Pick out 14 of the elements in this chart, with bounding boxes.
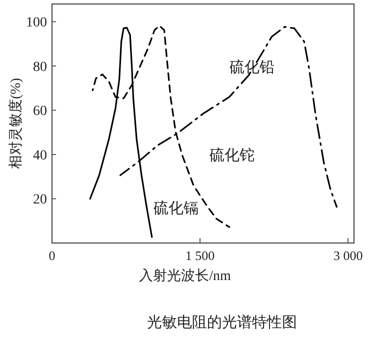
y-tick-label: 20 — [33, 192, 47, 208]
series-label: 硫化铊 — [210, 147, 254, 164]
x-tick-label: 1 500 — [185, 248, 215, 263]
y-axis-title: 相对灵敏度(%) — [8, 78, 24, 169]
series-label: 硫化镉 — [154, 200, 198, 217]
y-tick-label: 60 — [33, 104, 47, 120]
series-label: 硫化铅 — [230, 59, 274, 76]
y-tick-label: 80 — [33, 60, 47, 75]
x-tick-label: 3 000 — [333, 248, 363, 263]
x-tick-label: 0 — [48, 248, 56, 263]
text: 光敏电阻的光谱特性图 — [147, 314, 297, 331]
y-tick-label: 40 — [33, 148, 47, 164]
x-axis-title: 入射光波长/nm — [139, 268, 231, 284]
y-tick-label: 100 — [26, 16, 47, 31]
